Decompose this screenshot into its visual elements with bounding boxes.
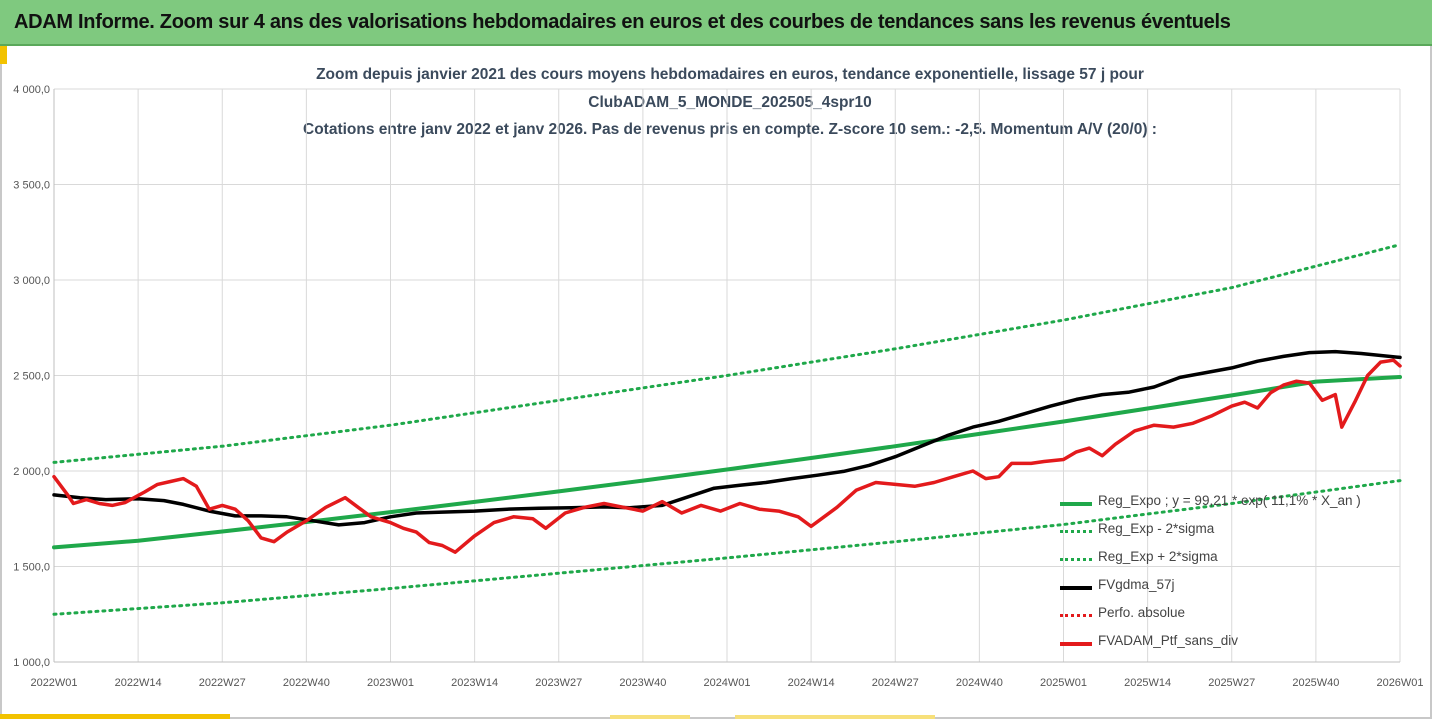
x-tick-label: 2024W27 — [872, 677, 919, 689]
x-tick-label: 2024W14 — [788, 677, 835, 689]
legend-label: Reg_Exp - 2*sigma — [1098, 521, 1215, 536]
x-tick-label: 2025W01 — [1040, 677, 1087, 689]
x-tick-label: 2022W01 — [30, 677, 77, 689]
x-tick-label: 2023W40 — [619, 677, 666, 689]
legend-swatch — [1060, 642, 1092, 646]
y-tick-label: 1 500,0 — [13, 562, 50, 574]
accent-mark — [0, 714, 230, 719]
legend-label: Perfo. absolue — [1098, 605, 1186, 620]
y-tick-label: 2 500,0 — [13, 371, 50, 383]
page-title: ADAM Informe. Zoom sur 4 ans des valoris… — [14, 11, 1231, 33]
chart-title-line-1: Zoom depuis janvier 2021 des cours moyen… — [316, 66, 1144, 83]
y-tick-label: 2 000,0 — [13, 466, 50, 478]
legend-swatch — [1060, 586, 1092, 590]
x-tick-label: 2024W40 — [956, 677, 1003, 689]
reg-exp-minus-2sigma-line — [52, 479, 1402, 616]
x-tick-label: 2025W14 — [1124, 677, 1171, 689]
accent-mark — [0, 46, 7, 64]
legend-item-reg-expo: Reg_Expo ; y = 99,21 * exp( 11,1% * X_an… — [1060, 490, 1390, 518]
x-tick-label: 2025W40 — [1292, 677, 1339, 689]
legend-item-reg-exp-plus: Reg_Exp + 2*sigma — [1060, 546, 1390, 574]
legend-item-reg-exp-minus: Reg_Exp - 2*sigma — [1060, 518, 1390, 546]
chart-frame — [0, 46, 1432, 719]
chart-legend: Reg_Expo ; y = 99,21 * exp( 11,1% * X_an… — [1060, 490, 1390, 658]
legend-item-fvadam: FVADAM_Ptf_sans_div — [1060, 630, 1390, 658]
y-tick-label: 3 500,0 — [13, 180, 50, 192]
x-tick-label: 2024W01 — [703, 677, 750, 689]
x-tick-label: 2025W27 — [1208, 677, 1255, 689]
x-tick-label: 2023W14 — [451, 677, 498, 689]
x-tick-label: 2023W01 — [367, 677, 414, 689]
x-tick-label: 2023W27 — [535, 677, 582, 689]
x-tick-label: 2022W14 — [115, 677, 162, 689]
y-tick-label: 1 000,0 — [13, 657, 50, 669]
legend-label: FVgdma_57j — [1098, 577, 1175, 592]
legend-swatch — [1060, 558, 1092, 561]
legend-item-fvgdma: FVgdma_57j — [1060, 574, 1390, 602]
accent-mark — [735, 715, 935, 719]
x-tick-label: 2022W27 — [199, 677, 246, 689]
x-tick-label: 2022W40 — [283, 677, 330, 689]
legend-swatch — [1060, 614, 1092, 617]
x-tick-label: 2026W01 — [1376, 677, 1423, 689]
legend-swatch — [1060, 502, 1092, 506]
y-tick-label: 4 000,0 — [13, 84, 50, 96]
reg-expo-line — [52, 375, 1402, 550]
legend-label: Reg_Exp + 2*sigma — [1098, 549, 1218, 564]
fvadam-ptf-sans-div-line — [52, 358, 1402, 554]
fvgdma-57j-line — [52, 349, 1402, 527]
y-tick-label: 3 000,0 — [13, 275, 50, 287]
chart-title-line-3: Cotations entre janv 2022 et janv 2026. … — [303, 121, 1157, 138]
chart-title-line-2: ClubADAM_5_MONDE_202505_4spr10 — [588, 94, 872, 111]
legend-label: Reg_Expo ; y = 99,21 * exp( 11,1% * X_an… — [1098, 493, 1361, 508]
header-bar: ADAM Informe. Zoom sur 4 ans des valoris… — [0, 0, 1432, 46]
accent-mark — [610, 715, 690, 719]
legend-swatch — [1060, 530, 1092, 533]
legend-label: FVADAM_Ptf_sans_div — [1098, 633, 1239, 648]
reg-exp-plus-2sigma-line — [52, 243, 1402, 464]
legend-item-perfo: Perfo. absolue — [1060, 602, 1390, 630]
